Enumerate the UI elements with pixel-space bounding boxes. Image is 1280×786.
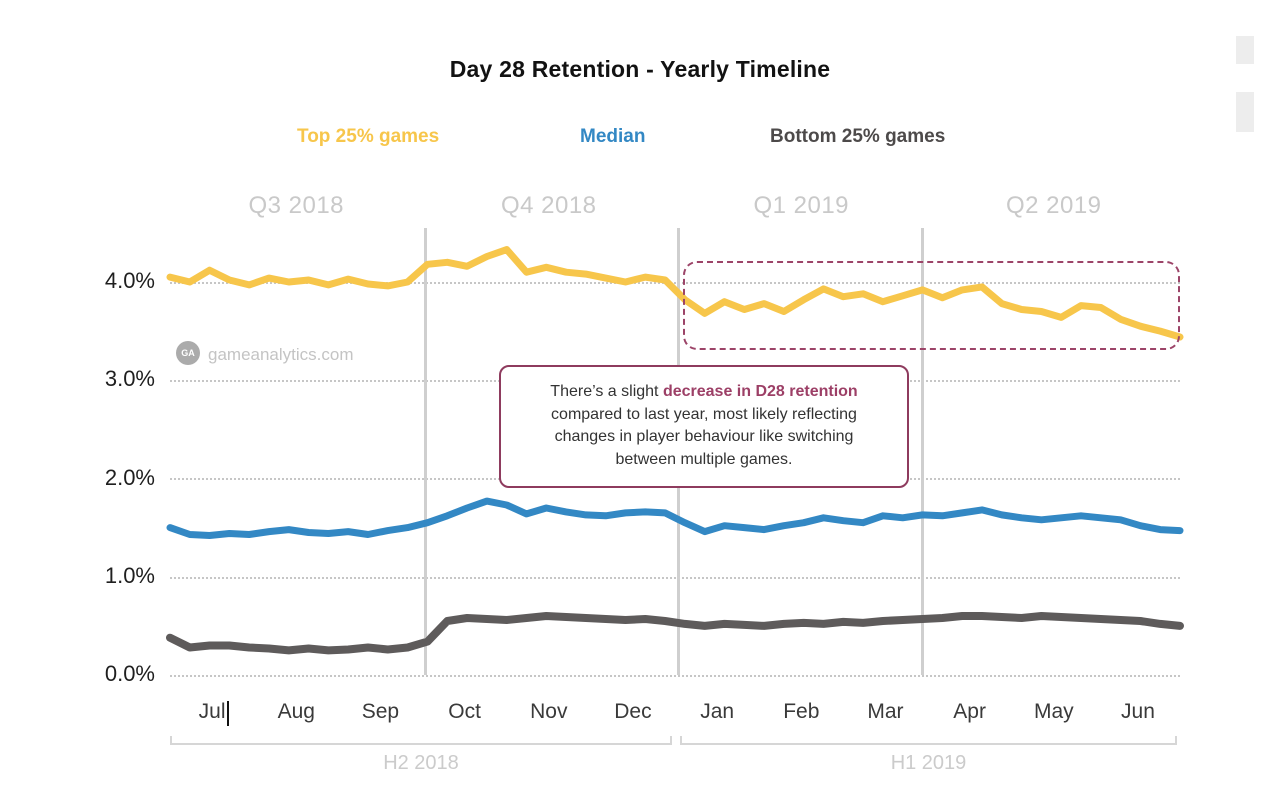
month-label-feb: Feb (783, 700, 820, 723)
gridline-0pct (170, 675, 1180, 677)
month-label-dec: Dec (614, 700, 652, 723)
legend-top-25-games: Top 25% games (297, 126, 440, 147)
month-label-jan: Jan (700, 700, 735, 723)
month-label-apr: Apr (953, 700, 986, 723)
legend-bottom-25-games: Bottom 25% games (770, 126, 946, 147)
month-label-may: May (1033, 700, 1074, 723)
x-axis-month-labels: Jul Aug Sep Oct Nov Dec Jan Feb Mar Apr … (170, 700, 1180, 724)
y-axis-label-1: 1.0% (104, 563, 155, 588)
quarter-label-q3-2018: Q3 2018 (248, 192, 345, 219)
annotation-text-before: There’s a slight (550, 383, 663, 400)
quarter-separator-apr (921, 228, 924, 675)
gridline-1pct (170, 577, 1180, 579)
y-axis-label-4: 4.0% (104, 268, 155, 293)
y-axis-label-3: 3.0% (104, 366, 155, 391)
annotation-highlight-text: decrease in D28 retention (662, 383, 858, 400)
quarter-label-q4-2018: Q4 2018 (500, 192, 597, 219)
annotation-callout: There’s a slight decrease in D28 retenti… (499, 365, 909, 488)
quarter-label-q2-2019: Q2 2019 (1005, 192, 1102, 219)
series-line-2 (166, 612, 1184, 655)
gameanalytics-watermark: gameanalytics.com (208, 345, 354, 364)
month-label-jun: Jun (1121, 700, 1155, 723)
month-label-nov: Nov (530, 700, 568, 723)
h2-2018-bracket (170, 736, 672, 745)
month-label-oct: Oct (448, 700, 481, 723)
annotation-text-after: compared to last year, most likely refle… (551, 405, 857, 469)
chart-title: Day 28 Retention - Yearly Timeline (449, 56, 831, 82)
series-line-1 (166, 497, 1184, 539)
text-cursor (227, 701, 229, 726)
y-axis-label-0: 0.0% (104, 661, 155, 686)
month-label-jul: Jul (198, 700, 226, 723)
month-label-sep: Sep (361, 700, 400, 723)
half-label-h1-2019: H1 2019 (890, 752, 967, 774)
gameanalytics-logo-icon: GA (176, 341, 200, 365)
h1-2019-bracket (680, 736, 1177, 745)
half-label-h2-2018: H2 2018 (383, 752, 459, 774)
month-label-mar: Mar (867, 700, 904, 723)
corner-decoration-plus-horizontal (1228, 64, 1280, 92)
quarter-label-q1-2019: Q1 2019 (753, 192, 850, 219)
legend-median: Median (580, 126, 646, 147)
month-label-aug: Aug (277, 700, 315, 723)
quarter-separator-oct (424, 228, 427, 675)
quarter-labels-row: Q3 2018 Q4 2018 Q1 2019 Q2 2019 (170, 192, 1180, 220)
y-axis-label-2: 2.0% (104, 465, 155, 490)
dashed-highlight-region (683, 261, 1180, 350)
